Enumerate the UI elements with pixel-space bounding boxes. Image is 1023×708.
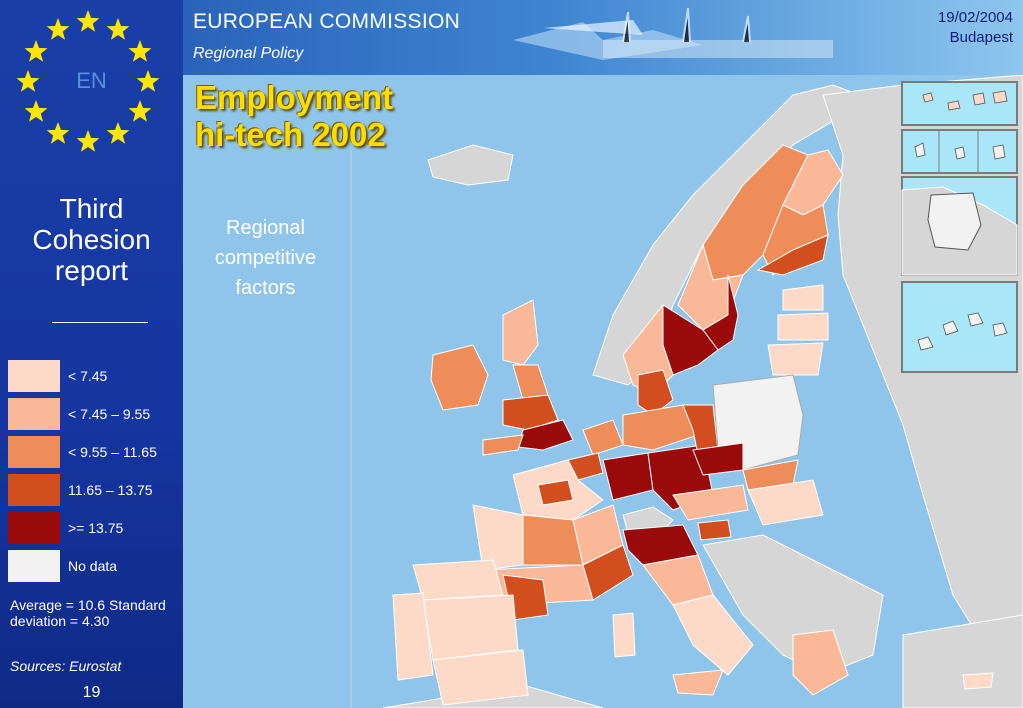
region-ireland <box>430 344 489 411</box>
iceland-landmass <box>427 144 514 186</box>
region-spain-center <box>422 594 519 661</box>
region-sicily <box>672 669 724 696</box>
region-scotland <box>502 299 539 366</box>
map-subtitle: Regional competitive factors <box>214 217 317 299</box>
page-number: 19 <box>82 684 101 701</box>
legend-swatch <box>8 512 60 544</box>
eu-star-icon <box>128 100 152 122</box>
region-hungary <box>747 479 824 526</box>
stats-text: Average = 10.6 Standard deviation = 4.30 <box>10 597 166 629</box>
legend-label: < 7.45 <box>68 368 108 384</box>
map-title-line1: Employment <box>195 79 394 116</box>
eu-star-icon <box>128 40 152 62</box>
date-text: 19/02/2004 <box>937 9 1013 26</box>
map-title: Employment hi-tech 2002 <box>195 79 393 153</box>
header-banner: EUROPEAN COMMISSION Regional Policy 19/0… <box>183 0 1023 75</box>
turkey-landmass <box>902 614 1023 708</box>
region-rhone-alpes <box>582 544 634 601</box>
region-spain-north <box>412 559 504 601</box>
region-denmark <box>637 369 674 416</box>
region-germany-west <box>602 452 654 501</box>
language-badge: EN <box>76 68 107 93</box>
legend-swatch <box>8 550 60 582</box>
inset-reunion <box>901 281 1018 373</box>
legend-label: 11.65 – 13.75 <box>68 482 153 498</box>
balkans-landmass <box>702 534 884 676</box>
legend-item: 11.65 – 13.75 <box>8 474 183 506</box>
legend-item: >= 13.75 <box>8 512 183 544</box>
region-italy-south <box>672 594 754 676</box>
eu-star-icon <box>106 122 130 144</box>
eu-flag-stars <box>16 10 160 152</box>
region-cyprus <box>962 672 994 690</box>
eu-star-icon <box>46 122 70 144</box>
legend-swatch <box>8 436 60 468</box>
report-title: Third Cohesion report <box>32 193 151 286</box>
region-portugal <box>392 592 434 681</box>
region-greece <box>792 629 849 696</box>
legend-label: >= 13.75 <box>68 520 124 536</box>
sidebar: EN Third Cohesion report < 7.45 < 7.45 – … <box>0 0 183 708</box>
europe-map <box>350 75 1023 708</box>
eu-star-icon <box>76 130 100 152</box>
eu-star-icon <box>106 18 130 40</box>
legend-swatch <box>8 360 60 392</box>
inset-guadeloupe-martinique <box>901 129 1018 174</box>
region-south-west-england <box>482 434 524 456</box>
legend-label: No data <box>68 558 118 574</box>
date-location: 19/02/2004 Budapest <box>938 8 1013 48</box>
department-name: Regional Policy <box>193 45 304 62</box>
legend-item: < 7.45 <box>8 360 183 392</box>
eu-star-icon <box>76 10 100 32</box>
region-northern-england <box>512 364 549 401</box>
eu-star-icon <box>24 40 48 62</box>
eu-star-icon <box>136 70 160 92</box>
ships-banner-image <box>513 7 833 60</box>
eu-star-icon <box>24 100 48 122</box>
legend-label: < 9.55 – 11.65 <box>68 444 157 460</box>
region-slovenia <box>697 519 732 541</box>
legend-swatch <box>8 398 60 430</box>
inset-french-guiana <box>901 176 1018 276</box>
region-paris <box>537 479 574 506</box>
map-area: Employment hi-tech 2002 Regional competi… <box>183 75 1023 708</box>
region-lithuania <box>767 342 824 376</box>
region-estonia <box>782 284 824 311</box>
eu-star-icon <box>16 70 40 92</box>
organization-name: EUROPEAN COMMISSION <box>193 10 461 33</box>
legend-swatch <box>8 474 60 506</box>
map-title-line2: hi-tech 2002 <box>195 116 386 153</box>
region-austria <box>672 484 749 521</box>
legend-label: < 7.45 – 9.55 <box>68 406 151 422</box>
divider <box>52 322 148 323</box>
region-netherlands <box>582 419 624 456</box>
legend-item: < 7.45 – 9.55 <box>8 398 183 430</box>
region-sardinia <box>612 612 636 658</box>
legend-item: < 9.55 – 11.65 <box>8 436 183 468</box>
region-germany-north <box>622 404 699 451</box>
eu-star-icon <box>46 18 70 40</box>
location-text: Budapest <box>949 29 1013 46</box>
region-france-west <box>472 504 524 571</box>
sources-text: Sources: Eurostat <box>10 658 122 674</box>
legend-item: No data <box>8 550 183 582</box>
inset-canary-islands <box>901 81 1018 126</box>
region-spain-south <box>432 649 529 706</box>
region-latvia <box>777 312 829 341</box>
region-helsinki <box>756 234 829 276</box>
